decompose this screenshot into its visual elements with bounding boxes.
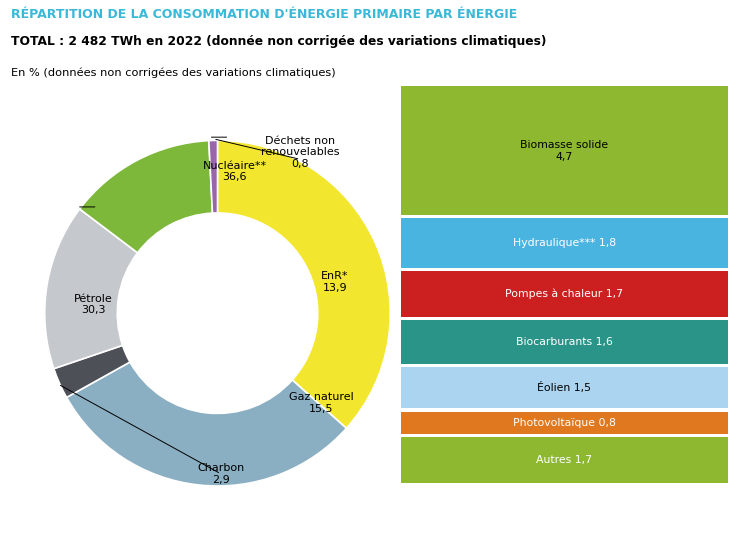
Wedge shape xyxy=(67,362,346,486)
Text: Éolien 1,5: Éolien 1,5 xyxy=(537,382,591,394)
Wedge shape xyxy=(80,140,212,253)
Wedge shape xyxy=(45,209,137,369)
Text: Biomasse solide
4,7: Biomasse solide 4,7 xyxy=(520,140,608,161)
Text: Charbon
2,9: Charbon 2,9 xyxy=(197,463,244,485)
Text: Biocarburants 1,6: Biocarburants 1,6 xyxy=(516,338,613,347)
Bar xyxy=(401,437,728,483)
Text: Nucléaire**
36,6: Nucléaire** 36,6 xyxy=(202,161,267,183)
Text: RÉPARTITION DE LA CONSOMMATION D'ÉNERGIE PRIMAIRE PAR ÉNERGIE: RÉPARTITION DE LA CONSOMMATION D'ÉNERGIE… xyxy=(11,8,518,21)
Bar xyxy=(401,411,728,434)
Text: Autres 1,7: Autres 1,7 xyxy=(536,455,592,465)
Wedge shape xyxy=(54,346,130,397)
Bar xyxy=(401,320,728,364)
Bar xyxy=(401,367,728,408)
Bar xyxy=(401,86,728,215)
Text: EnR*
13,9: EnR* 13,9 xyxy=(321,271,349,293)
Text: Gaz naturel
15,5: Gaz naturel 15,5 xyxy=(289,392,353,414)
Wedge shape xyxy=(209,140,218,213)
Text: Pétrole
30,3: Pétrole 30,3 xyxy=(74,294,112,315)
Wedge shape xyxy=(217,140,390,428)
Text: Photovoltaïque 0,8: Photovoltaïque 0,8 xyxy=(513,417,616,428)
Text: Déchets non
renouvelables
0,8: Déchets non renouvelables 0,8 xyxy=(261,136,340,169)
Text: Hydraulique*** 1,8: Hydraulique*** 1,8 xyxy=(513,238,616,248)
Text: Pompes à chaleur 1,7: Pompes à chaleur 1,7 xyxy=(506,289,623,299)
Text: TOTAL : 2 482 TWh en 2022 (donnée non corrigée des variations climatiques): TOTAL : 2 482 TWh en 2022 (donnée non co… xyxy=(11,35,547,48)
Bar xyxy=(401,271,728,318)
Bar xyxy=(401,218,728,267)
Text: En % (données non corrigées des variations climatiques): En % (données non corrigées des variatio… xyxy=(11,68,336,78)
